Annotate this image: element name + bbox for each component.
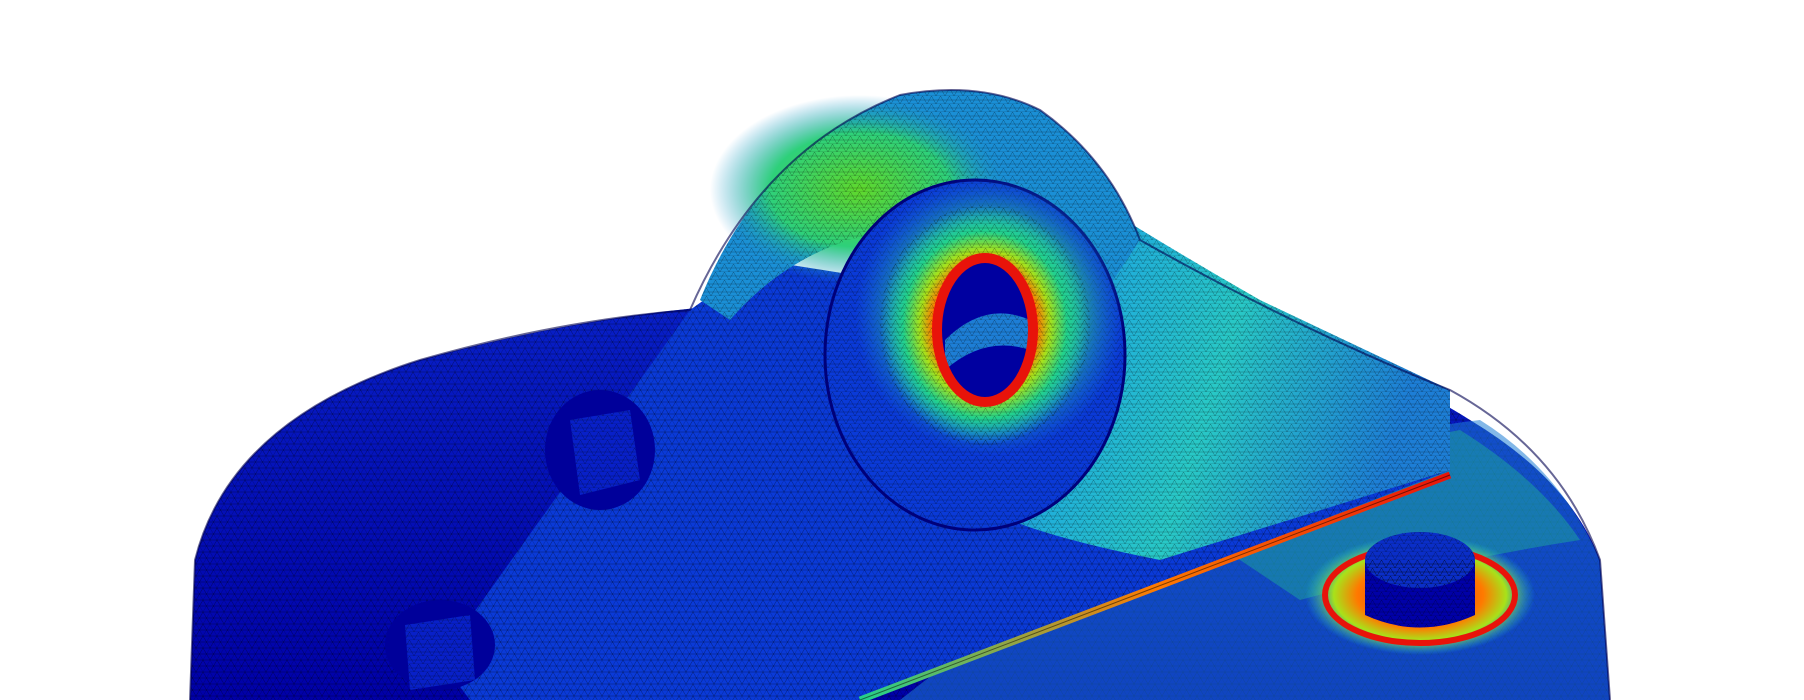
pin-hole — [932, 253, 1038, 407]
model-outline — [189, 89, 1611, 700]
bolt-left-upper — [545, 390, 655, 510]
bolt-right — [1305, 532, 1535, 655]
weld-seam — [858, 471, 1452, 700]
bolt-left-lower — [385, 600, 495, 690]
